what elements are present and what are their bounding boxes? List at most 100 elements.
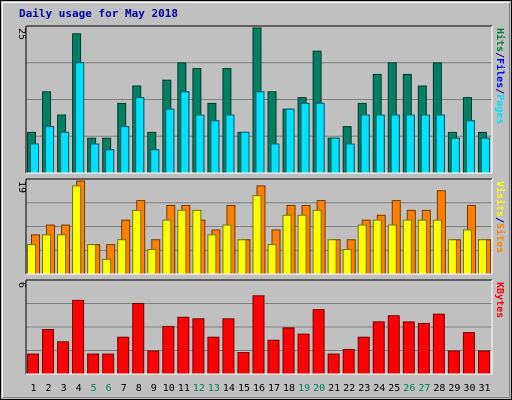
- x-tick-label-day-12: 12: [193, 383, 205, 394]
- bar-visits-day-1: [27, 244, 36, 275]
- bar-pages-day-12: [195, 114, 205, 174]
- x-tick-label-day-24: 24: [373, 383, 385, 394]
- y-max-label: 19: [16, 181, 27, 193]
- bar-pages-day-6: [105, 149, 115, 174]
- legend-entry: KBytes: [494, 282, 505, 318]
- bar-visits-day-2: [42, 234, 52, 275]
- bar-kbytes-day-30: [462, 332, 475, 375]
- bar-pages-day-26: [405, 114, 415, 174]
- legend-sites-visits: Visits/Sites: [494, 181, 506, 253]
- legend-entry: Sites: [494, 223, 506, 253]
- x-tick-label-day-7: 7: [121, 383, 127, 394]
- bar-kbytes-day-6: [102, 353, 115, 375]
- bar-visits-day-31: [477, 239, 487, 275]
- bar-kbytes-day-9: [147, 350, 160, 375]
- legend-entry: Visits: [494, 181, 506, 217]
- bar-kbytes-day-5: [87, 353, 100, 375]
- chart-title: Daily usage for May 2018: [19, 7, 178, 20]
- bar-visits-day-13: [207, 234, 217, 275]
- x-tick-label-day-13: 13: [208, 383, 220, 394]
- bar-kbytes-day-23: [357, 336, 370, 375]
- bar-kbytes-day-25: [387, 315, 400, 375]
- bar-visits-day-6: [102, 258, 112, 275]
- bar-pages-day-13: [210, 120, 220, 174]
- bar-kbytes-day-17: [267, 339, 280, 375]
- legend-kbytes: KBytes: [494, 282, 505, 318]
- bar-kbytes-day-18: [282, 327, 295, 375]
- y-max-label: 25: [16, 28, 27, 40]
- bar-visits-day-26: [402, 219, 412, 275]
- x-tick-label-day-9: 9: [151, 383, 157, 394]
- x-tick-label-day-2: 2: [46, 383, 52, 394]
- x-tick-label-day-10: 10: [163, 383, 175, 394]
- bar-visits-day-14: [222, 224, 232, 275]
- bar-kbytes-day-8: [132, 302, 145, 375]
- bar-pages-day-22: [345, 143, 355, 174]
- bar-visits-day-4: [72, 185, 82, 275]
- bar-pages-day-1: [30, 143, 39, 174]
- bar-kbytes-day-3: [57, 341, 70, 375]
- bar-pages-day-17: [270, 143, 280, 174]
- bar-pages-day-28: [435, 114, 445, 174]
- bar-pages-day-16: [255, 91, 265, 174]
- x-tick-label-day-17: 17: [268, 383, 280, 394]
- bar-kbytes-day-19: [297, 333, 310, 375]
- legend-entry: Hits: [494, 28, 506, 52]
- bar-kbytes-day-20: [312, 309, 325, 375]
- legend-pages-files-hits: Hits/Files/Pages: [494, 28, 506, 124]
- x-tick-label-day-25: 25: [388, 383, 400, 394]
- panel-pages-files-hits: 25 Hits/Files/Pages: [16, 25, 506, 174]
- bar-kbytes-day-10: [162, 325, 175, 375]
- legend-entry: Files: [494, 58, 506, 88]
- x-tick-label-day-30: 30: [463, 383, 475, 394]
- x-tick-label-day-6: 6: [106, 383, 112, 394]
- bar-kbytes-day-2: [42, 329, 55, 375]
- bar-kbytes-day-11: [177, 316, 190, 375]
- bar-kbytes-day-21: [327, 353, 340, 375]
- bar-pages-day-19: [300, 102, 310, 174]
- bar-visits-day-15: [237, 239, 247, 275]
- bar-visits-day-7: [117, 239, 127, 275]
- bar-pages-day-8: [135, 97, 145, 174]
- bar-kbytes-day-31: [477, 350, 490, 375]
- bar-pages-day-9: [150, 149, 160, 174]
- panel-sites-visits: 19 Visits/Sites: [16, 178, 506, 275]
- bar-pages-day-27: [420, 114, 430, 174]
- x-tick-label-day-29: 29: [448, 383, 460, 394]
- legend-entry: /: [494, 88, 505, 94]
- bar-visits-day-17: [267, 244, 277, 275]
- x-tick-label-day-16: 16: [253, 383, 265, 394]
- legend-entry: /: [494, 217, 505, 223]
- bar-visits-day-9: [147, 249, 157, 275]
- bar-visits-day-29: [447, 239, 457, 275]
- x-tick-label-day-4: 4: [76, 383, 82, 394]
- x-tick-label-day-28: 28: [433, 383, 445, 394]
- x-tick-label-day-18: 18: [283, 383, 295, 394]
- bar-kbytes-day-16: [252, 295, 265, 375]
- bar-visits-day-18: [282, 214, 292, 275]
- bar-visits-day-11: [177, 209, 187, 275]
- x-tick-label-day-23: 23: [358, 383, 370, 394]
- x-tick-label-day-26: 26: [403, 383, 415, 394]
- bar-kbytes-day-29: [447, 350, 460, 375]
- bar-kbytes-day-24: [372, 321, 385, 375]
- bar-pages-day-7: [120, 126, 130, 174]
- y-max-label: 6: [16, 282, 27, 288]
- bar-kbytes-day-22: [342, 348, 355, 375]
- bar-pages-day-2: [45, 126, 55, 174]
- bar-visits-day-27: [417, 219, 427, 275]
- bar-pages-day-31: [480, 137, 490, 174]
- bar-kbytes-day-4: [72, 299, 85, 375]
- x-tick-label-day-31: 31: [478, 383, 490, 394]
- x-tick-label-day-19: 19: [298, 383, 310, 394]
- x-tick-label-day-8: 8: [136, 383, 142, 394]
- bar-pages-day-29: [450, 137, 460, 174]
- bar-pages-day-15: [240, 131, 250, 174]
- bar-visits-day-10: [162, 219, 172, 275]
- bar-kbytes-day-26: [402, 321, 415, 375]
- x-tick-label-day-3: 3: [61, 383, 67, 394]
- bar-pages-day-11: [180, 91, 190, 174]
- bar-kbytes-day-1: [27, 353, 39, 375]
- legend-entry: Pages: [494, 94, 505, 124]
